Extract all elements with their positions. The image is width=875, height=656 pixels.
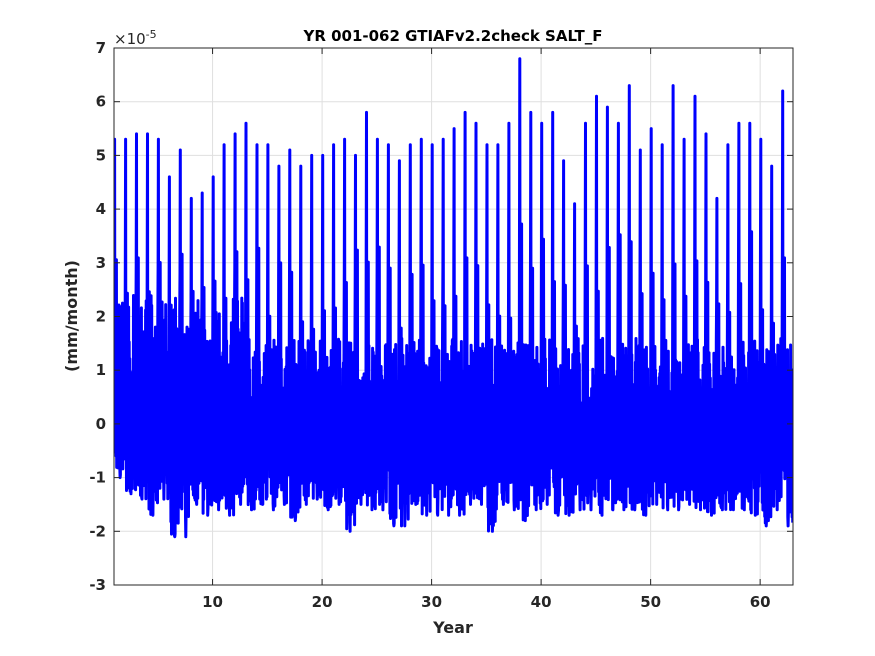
y-tick-label: -1 (89, 469, 106, 487)
y-tick-label: -2 (89, 522, 106, 540)
chart-title: YR 001-062 GTIAFv2.2check SALT_F (302, 27, 602, 45)
x-tick-label: 50 (640, 593, 661, 611)
y-tick-label: 7 (96, 39, 106, 57)
x-tick-label: 40 (531, 593, 552, 611)
series-line (114, 57, 793, 539)
x-axis-label: Year (432, 618, 473, 637)
y-axis-ticks: -3 -2 -1 0 1 2 3 4 5 6 7 (89, 39, 793, 594)
y-tick-label: -3 (89, 576, 106, 594)
series-salt-f (114, 57, 793, 539)
exponent-base: ×10 (114, 30, 146, 48)
x-tick-label: 10 (202, 593, 223, 611)
y-tick-label: 1 (96, 361, 106, 379)
y-tick-label: 5 (96, 146, 106, 164)
y-tick-label: 2 (96, 308, 106, 326)
y-tick-label: 0 (96, 415, 106, 433)
y-axis-label: (mm/month) (62, 260, 81, 372)
y-tick-label: 4 (96, 200, 106, 218)
y-tick-label: 6 (96, 93, 106, 111)
y-tick-label: 3 (96, 254, 106, 272)
x-tick-label: 60 (750, 593, 771, 611)
x-tick-label: 20 (312, 593, 333, 611)
x-tick-label: 30 (421, 593, 442, 611)
x-axis-ticks: 10 20 30 40 50 60 (202, 48, 771, 611)
exponent-power: -5 (146, 28, 157, 41)
y-axis-exponent: ×10-5 (114, 28, 157, 48)
